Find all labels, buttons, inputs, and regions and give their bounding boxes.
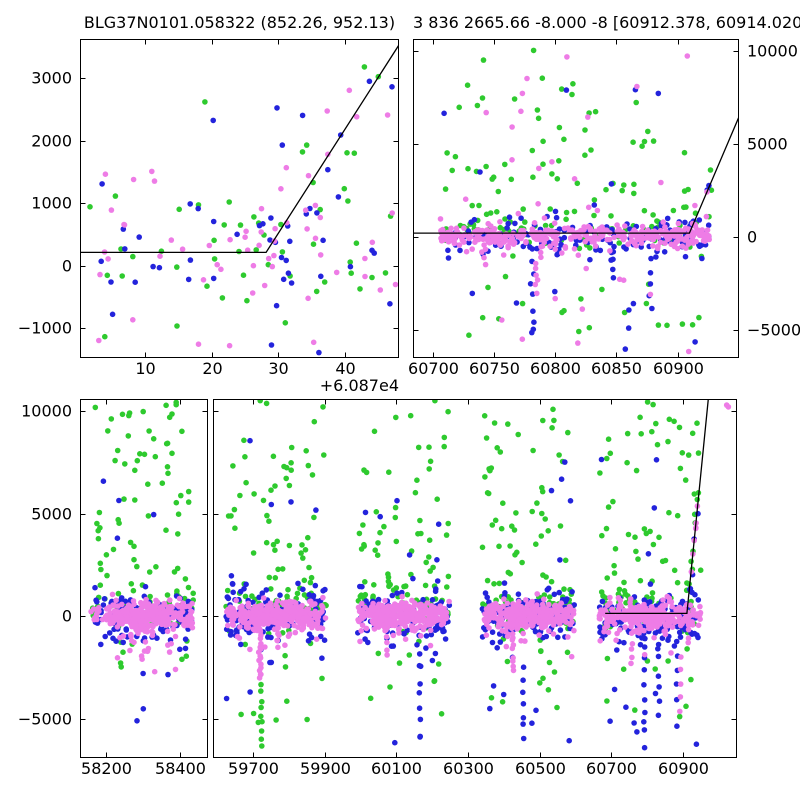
x-tick-label: 60800: [530, 359, 581, 378]
axes-frame: [413, 39, 739, 358]
model-line: [80, 44, 399, 254]
y-tick-label: 10000: [21, 402, 72, 421]
y-tick-label: 2000: [31, 132, 72, 151]
y-tick-label: 10000: [747, 42, 798, 61]
axis-ticks: [413, 39, 739, 358]
x-tick-label: 20: [202, 359, 222, 378]
axis-ticks: [80, 39, 399, 358]
y-tick-label: −5000: [18, 710, 72, 729]
model-line: [605, 399, 709, 615]
axes-frame: [80, 39, 399, 358]
x-tick-label: 59900: [300, 759, 351, 778]
scatter-points-blue: [98, 78, 395, 356]
x-tick-label: 60700: [586, 759, 637, 778]
axes-frame: [80, 399, 208, 758]
plot-title-right: 3 836 2665.66 -8.000 -8 [60912.378, 6091…: [413, 13, 800, 32]
axes-frame: [213, 399, 737, 758]
panel-top-right-season: 60700 60750 60800 60850 60900 −5000 0 5000 10000: [408, 39, 800, 379]
x-offset-label: +6.087e4: [320, 376, 399, 395]
x-tick-label: 60900: [658, 759, 709, 778]
x-tick-label: 10: [135, 359, 155, 378]
x-tick-label: 60500: [515, 759, 566, 778]
y-tick-label: 0: [747, 228, 757, 247]
axis-ticks: [80, 399, 208, 758]
axis-tick-labels: 59700 59900 60100 60300 60500 60700 60900: [228, 759, 709, 778]
y-tick-label: −5000: [747, 321, 800, 340]
y-tick-label: 0: [62, 607, 72, 626]
model-line: [413, 116, 739, 234]
x-tick-label: 58400: [155, 759, 206, 778]
scatter-points-green: [223, 399, 704, 749]
scatter-points-green: [442, 47, 715, 339]
y-tick-label: −1000: [18, 319, 72, 338]
x-tick-label: 30: [268, 359, 288, 378]
panel-bottom-right-segment: 59700 59900 60100 60300 60500 60700 60900: [213, 399, 737, 778]
x-tick-label: 60900: [653, 359, 704, 378]
y-tick-label: 0: [62, 257, 72, 276]
y-tick-label: 5000: [747, 135, 788, 154]
x-tick-label: 59700: [228, 759, 279, 778]
x-tick-label: 60100: [371, 759, 422, 778]
x-tick-label: 60850: [591, 359, 642, 378]
panel-bottom-left-segment: 58200 58400 −5000 0 5000 10000: [18, 399, 208, 779]
axis-tick-labels: 60700 60750 60800 60850 60900 −5000 0 5000 10000: [408, 42, 800, 379]
x-tick-label: 58200: [81, 759, 132, 778]
x-tick-label: 60300: [443, 759, 494, 778]
scatter-points-violet: [96, 87, 399, 349]
y-tick-label: 5000: [31, 505, 72, 524]
axis-tick-labels: 10 20 30 40 −1000 0 1000 2000 3000 +6.087e4: [18, 69, 399, 396]
scatter-points-violet: [437, 53, 712, 355]
scatter-points-green: [87, 64, 394, 340]
y-tick-label: 3000: [31, 69, 72, 88]
panel-top-left-zoom: 10 20 30 40 −1000 0 1000 2000 3000 +6.087e4: [18, 39, 399, 396]
x-tick-label: 60700: [408, 359, 459, 378]
x-tick-label: 60750: [469, 359, 520, 378]
axis-ticks: [213, 399, 737, 758]
axis-tick-labels: 58200 58400 −5000 0 5000 10000: [18, 402, 206, 779]
plot-title-left: BLG37N0101.058322 (852.26, 952.13): [83, 13, 396, 32]
y-tick-label: 1000: [31, 194, 72, 213]
x-tick-label: 40: [335, 359, 355, 378]
scatter-points-violet: [88, 591, 196, 675]
